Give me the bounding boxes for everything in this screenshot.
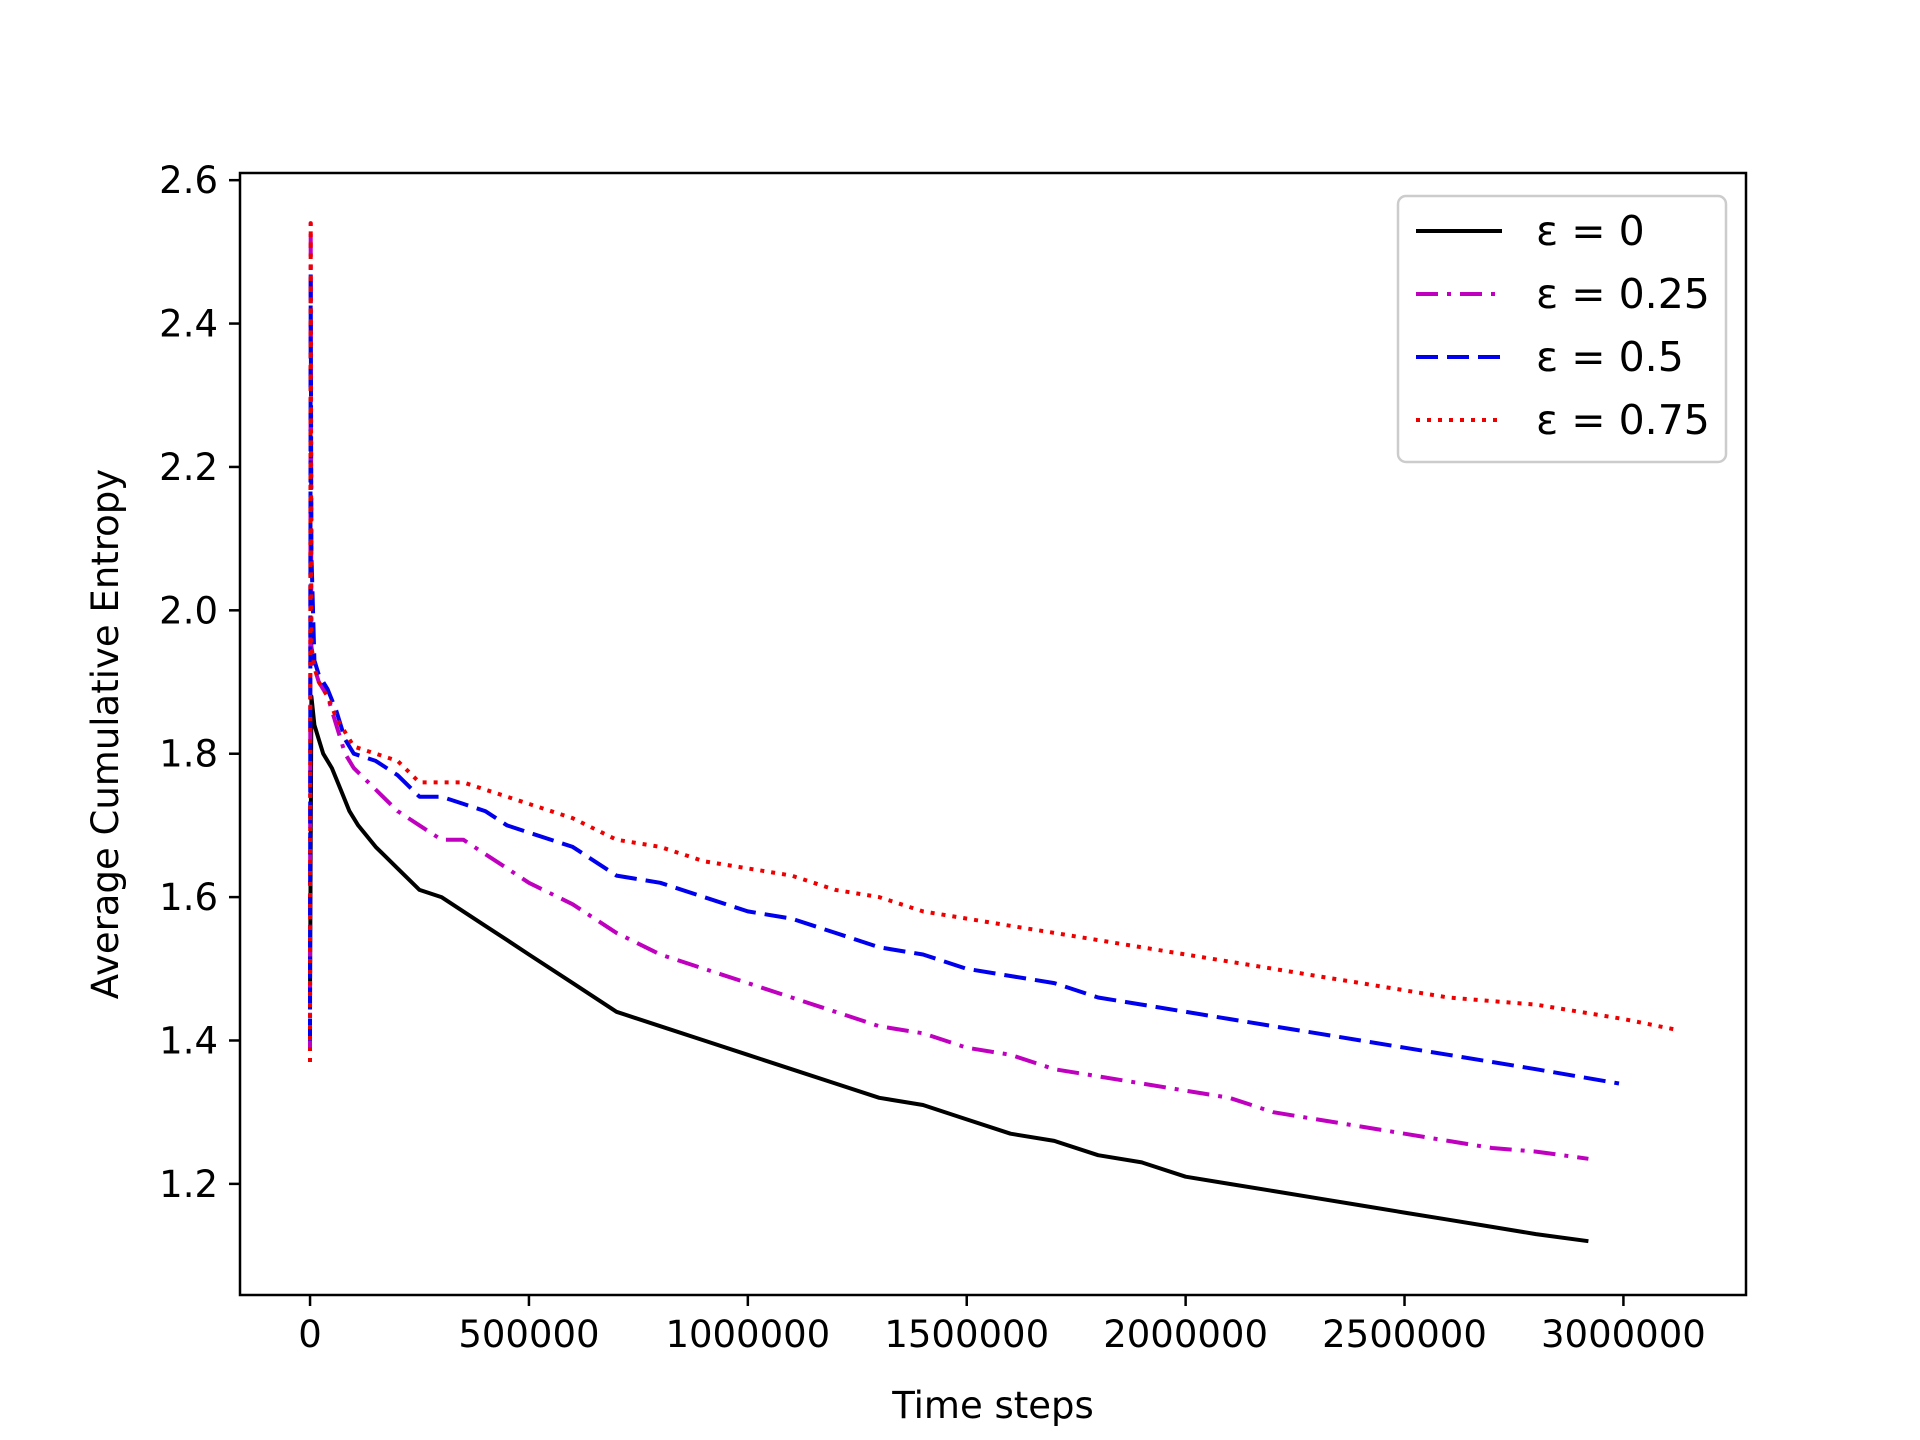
y-tick-label: 2.6	[159, 159, 218, 202]
plot-lines	[308, 221, 1677, 1244]
legend-label-1: ε = 0.25	[1536, 270, 1710, 318]
y-tick-label: 1.6	[159, 876, 218, 919]
series-line-3	[308, 221, 1677, 1063]
y-tick-label: 1.8	[159, 733, 218, 776]
y-tick-label: 2.4	[159, 303, 218, 346]
x-tick-label: 3000000	[1541, 1313, 1706, 1356]
y-axis-ticks: 1.2 1.4 1.6 1.8 2.0 2.2 2.4 2.6	[159, 159, 240, 1206]
series-line-1	[308, 221, 1589, 1161]
x-tick-label: 1500000	[884, 1313, 1049, 1356]
series-line-2	[308, 271, 1620, 1086]
plot-frame	[238, 171, 1748, 1297]
y-tick-label: 1.2	[159, 1163, 218, 1206]
legend-box	[1396, 194, 1728, 464]
x-tick-label: 500000	[458, 1313, 599, 1356]
y-tick-label: 1.4	[159, 1019, 218, 1062]
legend-label-0: ε = 0	[1536, 207, 1645, 255]
legend: ε = 0 ε = 0.25 ε = 0.5 ε = 0.75	[1396, 194, 1728, 464]
x-axis-ticks: 0 500000 1000000 1500000 2000000 2500000 30000…	[298, 1295, 1706, 1356]
y-axis-label: Average Cumulative Entropy	[84, 469, 127, 999]
x-tick-label: 2000000	[1103, 1313, 1268, 1356]
legend-label-3: ε = 0.75	[1536, 396, 1710, 444]
x-axis-label: Time steps	[891, 1384, 1094, 1427]
series-line-0	[308, 694, 1589, 1244]
y-tick-label: 2.2	[159, 446, 218, 489]
y-tick-label: 2.0	[159, 589, 218, 632]
x-tick-label: 0	[298, 1313, 322, 1356]
x-tick-label: 2500000	[1322, 1313, 1487, 1356]
x-tick-label: 1000000	[665, 1313, 830, 1356]
legend-label-2: ε = 0.5	[1536, 333, 1684, 381]
